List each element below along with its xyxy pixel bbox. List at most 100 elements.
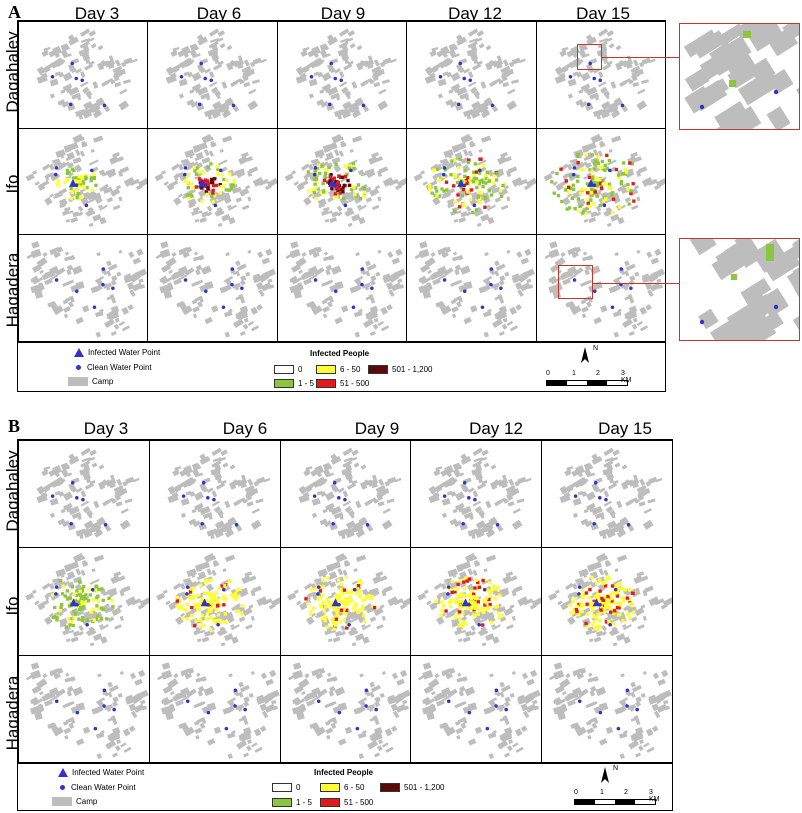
clean-water-point [442, 172, 446, 177]
camp-blocks [554, 28, 656, 120]
camp-map [549, 661, 672, 759]
camp-map [285, 241, 406, 338]
zoom-connector [602, 57, 679, 58]
legend-class-0: 0 [272, 783, 300, 792]
clean-water-point [588, 61, 592, 66]
swatch [274, 365, 294, 374]
clean-water-point [373, 707, 378, 712]
day-header: Day 6 [196, 4, 242, 23]
clean-water-point [577, 592, 581, 597]
map-cell [541, 654, 673, 763]
clean-water-point [485, 726, 490, 731]
camp-swatch [68, 377, 88, 386]
clean-water-point [592, 76, 596, 81]
legend-class-501-1200: 501 - 1,200 [380, 783, 444, 792]
clean-water-point [568, 75, 572, 79]
map-cell [410, 547, 543, 656]
clean-water-point [616, 726, 621, 731]
camp-blocks [549, 661, 672, 759]
clean-water-point [343, 203, 347, 207]
camp-map [284, 133, 407, 227]
camp-map [554, 28, 656, 120]
infected-cell [743, 31, 751, 38]
clean-water-point [102, 703, 106, 708]
clean-water-point [201, 480, 206, 485]
clean-water-point [359, 283, 364, 287]
map-cell [147, 234, 278, 342]
clean-water-point [504, 707, 509, 712]
camp-map [298, 447, 402, 540]
camp-map [414, 241, 536, 338]
clean-water-point [54, 699, 59, 703]
camp-blocks [548, 553, 672, 647]
clean-water-point [442, 278, 447, 283]
clean-water-point [458, 61, 463, 66]
clean-water-point [183, 172, 187, 177]
clean-water-point [586, 102, 591, 107]
clean-water-point [219, 168, 223, 172]
clean-water-point [483, 588, 487, 592]
legend-class-0: 0 [274, 365, 302, 374]
legend-class-6-50: 6 - 50 [316, 365, 360, 374]
clean-water-point [327, 102, 332, 107]
clean-water-point [181, 494, 186, 498]
camp-blocks [25, 133, 148, 227]
camp-map [544, 241, 665, 338]
camp-map [26, 241, 148, 338]
camp-map [156, 661, 280, 759]
clean-water-point [447, 585, 451, 590]
clean-water-point [443, 494, 447, 498]
clean-water-point [216, 623, 220, 627]
clean-water-point [333, 76, 337, 81]
clean-water-point [467, 710, 472, 715]
clean-water-point [442, 165, 447, 170]
clean-water-point [592, 521, 597, 526]
clean-water-point [213, 203, 218, 207]
day-header: Day 15 [576, 4, 630, 23]
clean-water-point [184, 592, 189, 597]
clean-water-point [472, 203, 477, 207]
clean-water-point [232, 103, 236, 108]
clean-water-point [90, 168, 94, 172]
camp-map [413, 133, 536, 227]
clean-water-point [333, 289, 338, 294]
clean-water-point [70, 480, 75, 485]
camp-map [548, 553, 672, 647]
map-cell [148, 440, 281, 549]
camp-blocks [286, 553, 411, 647]
swatch [316, 379, 336, 388]
day-header: Day 9 [320, 4, 366, 23]
clean-water-point [369, 286, 374, 291]
camp-map [155, 133, 277, 227]
clean-water-point [54, 585, 59, 590]
panel-letter-a: A [8, 2, 21, 22]
infected-water-point [327, 178, 336, 187]
infected-water-point [586, 178, 595, 187]
infected-water-point [200, 598, 209, 607]
clean-water-point [329, 61, 333, 66]
clean-water-point [75, 710, 80, 715]
swatch [380, 783, 400, 792]
clean-water-point [112, 707, 116, 712]
zoom-box-dagahaley [577, 44, 602, 70]
camp-blocks [167, 447, 271, 540]
infected-water-point [592, 598, 601, 607]
infected-water-point [198, 178, 207, 187]
clean-water-point [234, 522, 239, 527]
map-cell [276, 21, 408, 129]
clean-water-point [699, 319, 705, 325]
clean-water-point [316, 699, 321, 703]
clean-water-point [50, 494, 55, 498]
camp-blocks [26, 241, 148, 338]
camp-blocks [418, 661, 542, 759]
camp-map [428, 447, 532, 540]
clean-water-point [102, 103, 107, 108]
clean-water-point [53, 172, 58, 177]
clean-water-point [598, 78, 602, 83]
camp-blocks [298, 447, 402, 540]
clean-water-point [571, 172, 576, 177]
clean-water-point [598, 710, 603, 715]
camp-map [543, 133, 665, 227]
legend-camp: Camp [52, 797, 97, 806]
clean-water-point [315, 592, 320, 597]
